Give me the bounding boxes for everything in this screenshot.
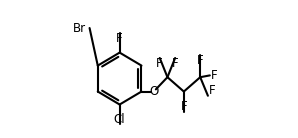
- Text: O: O: [149, 85, 159, 98]
- Text: Cl: Cl: [114, 113, 125, 126]
- Text: Br: Br: [73, 22, 86, 34]
- Text: F: F: [116, 32, 123, 45]
- Text: F: F: [172, 57, 179, 70]
- Text: F: F: [156, 57, 162, 70]
- Text: F: F: [208, 84, 215, 97]
- Text: F: F: [197, 54, 204, 67]
- Text: F: F: [181, 100, 187, 113]
- Text: F: F: [211, 69, 218, 82]
